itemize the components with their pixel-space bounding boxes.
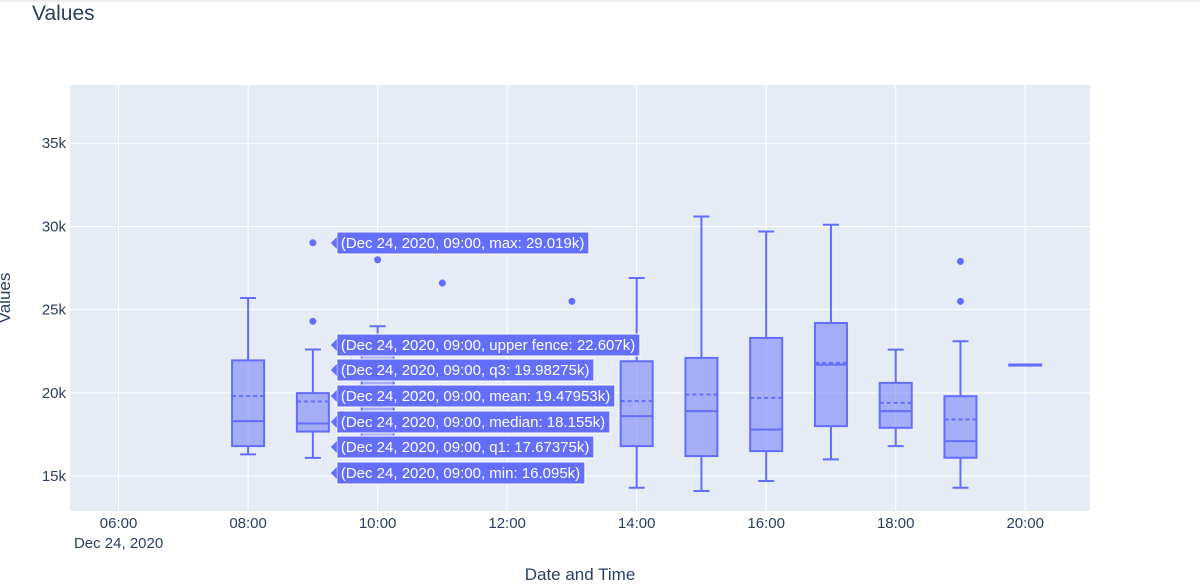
- box-body: [749, 336, 784, 453]
- hover-label: (Dec 24, 2020, 09:00, q3: 19.98275k): [330, 358, 595, 382]
- y-tick-label: 15k: [42, 468, 67, 485]
- outlier-point: [956, 297, 964, 305]
- box-trace: [619, 277, 654, 489]
- hover-label: (Dec 24, 2020, 09:00, min: 16.095k): [330, 461, 586, 485]
- hover-label-text: (Dec 24, 2020, 09:00, upper fence: 22.60…: [341, 337, 635, 354]
- y-tick-label: 35k: [42, 135, 67, 152]
- box-body: [295, 392, 330, 433]
- outlier-point: [374, 256, 382, 264]
- x-tick-label: 14:00: [618, 515, 656, 532]
- box-trace: [438, 279, 446, 287]
- hover-label-pointer: [330, 339, 337, 351]
- y-tick-label: 20k: [42, 385, 67, 402]
- x-axis-title: Date and Time: [525, 565, 636, 584]
- hover-label-text: (Dec 24, 2020, 09:00, q1: 17.67375k): [341, 439, 590, 456]
- box-trace: [684, 215, 719, 493]
- hover-label: (Dec 24, 2020, 09:00, q1: 17.67375k): [330, 435, 595, 459]
- box-body: [943, 395, 978, 459]
- box-body: [619, 360, 654, 448]
- hover-label: (Dec 24, 2020, 09:00, max: 29.019k): [330, 231, 590, 255]
- box-trace: [1008, 363, 1043, 367]
- hover-label-text: (Dec 24, 2020, 09:00, mean: 19.47953k): [341, 388, 610, 405]
- x-tick-label: 16:00: [747, 515, 785, 532]
- hover-labels: (Dec 24, 2020, 09:00, max: 29.019k) (Dec …: [330, 231, 641, 485]
- box-trace: [943, 257, 978, 489]
- y-tick-label: 25k: [42, 302, 67, 319]
- box-trace: [231, 297, 266, 456]
- hover-label-text: (Dec 24, 2020, 09:00, max: 29.019k): [341, 235, 584, 252]
- box-trace: [813, 223, 848, 461]
- outlier-point: [568, 297, 576, 305]
- outlier-point: [309, 317, 317, 325]
- outlier-point: [438, 279, 446, 287]
- x-tick-label: 10:00: [359, 515, 397, 532]
- box-trace: [295, 239, 330, 459]
- x-tick-label: 06:00: [100, 515, 138, 532]
- hover-label: (Dec 24, 2020, 09:00, median: 18.155k): [330, 410, 611, 434]
- box-body: [684, 356, 719, 458]
- box-trace: [878, 348, 913, 448]
- hover-label-pointer: [330, 467, 337, 479]
- box-body: [231, 359, 266, 448]
- box-body: [813, 321, 848, 428]
- x-axis-ticks: 06:00 Dec 24, 2020 08:00 10:00 12:00 14:00 16:…: [74, 515, 1044, 552]
- hover-label-text: (Dec 24, 2020, 09:00, median: 18.155k): [341, 414, 605, 431]
- hover-label-pointer: [330, 364, 337, 376]
- hover-label-pointer: [330, 441, 337, 453]
- x-tick-sublabel: Dec 24, 2020: [74, 535, 163, 552]
- top-border: [0, 0, 1200, 3]
- hover-label-text: (Dec 24, 2020, 09:00, q3: 19.98275k): [341, 362, 590, 379]
- hover-label-pointer: [330, 390, 337, 402]
- outlier-point: [956, 257, 964, 265]
- hover-label-pointer: [330, 237, 337, 249]
- hover-label: (Dec 24, 2020, 09:00, upper fence: 22.60…: [330, 333, 641, 357]
- outlier-point: [309, 239, 317, 247]
- x-tick-label: 20:00: [1006, 515, 1044, 532]
- x-tick-label: 12:00: [488, 515, 526, 532]
- x-tick-label: 18:00: [877, 515, 915, 532]
- box-trace: [568, 297, 576, 305]
- box-body: [878, 381, 913, 429]
- hover-label-text: (Dec 24, 2020, 09:00, min: 16.095k): [341, 465, 580, 482]
- hover-label-pointer: [330, 416, 337, 428]
- y-axis-ticks: 15k 20k 25k 30k 35k: [42, 135, 67, 485]
- hover-label: (Dec 24, 2020, 09:00, mean: 19.47953k): [330, 384, 616, 408]
- box-trace: [749, 230, 784, 483]
- y-axis-title: Values: [0, 273, 14, 324]
- y-tick-label: 30k: [42, 218, 67, 235]
- chart-title: Values: [32, 2, 95, 25]
- x-tick-label: 08:00: [229, 515, 267, 532]
